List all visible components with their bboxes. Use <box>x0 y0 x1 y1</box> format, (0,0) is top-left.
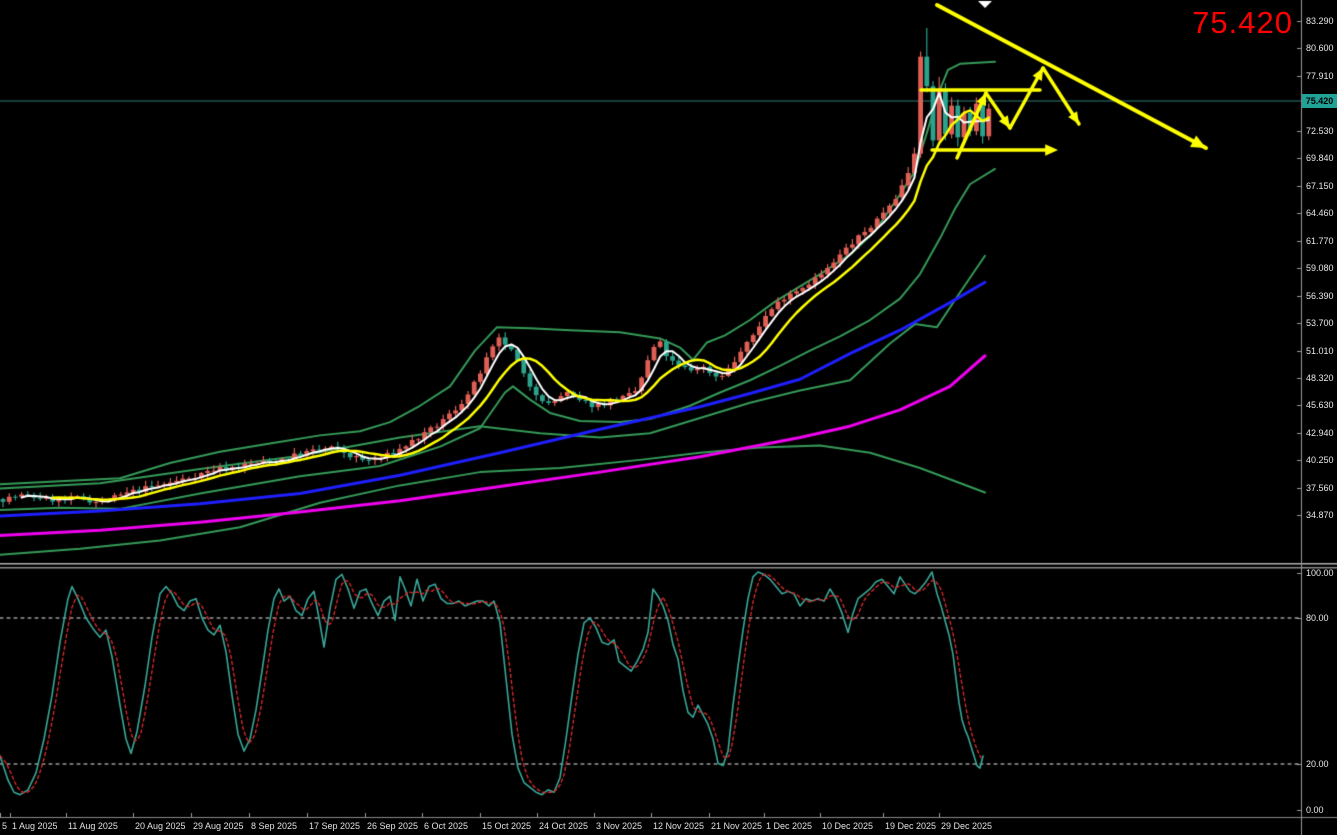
time-tick-label: 29 Dec 2025 <box>941 821 993 831</box>
time-tick-label: 17 Sep 2025 <box>309 821 361 831</box>
time-tick-label: 20 Aug 2025 <box>135 821 186 831</box>
time-tick-label: 29 Aug 2025 <box>193 821 244 831</box>
time-tick-label: 10 Dec 2025 <box>822 821 874 831</box>
price-tick-label: 77.910 <box>1306 71 1334 81</box>
time-tick-label: 6 Oct 2025 <box>424 821 469 831</box>
time-tick-label: 1 Dec 2025 <box>766 821 813 831</box>
time-tick-label: 5 <box>2 821 8 831</box>
price-tick-label: 34.870 <box>1306 510 1334 520</box>
time-tick-label: 21 Nov 2025 <box>711 821 763 831</box>
price-tick-label: 45.630 <box>1306 400 1334 410</box>
price-tick-label: 59.080 <box>1306 263 1334 273</box>
price-tick-label: 83.290 <box>1306 16 1334 26</box>
time-tick-label: 15 Oct 2025 <box>482 821 532 831</box>
price-tick-label: 40.250 <box>1306 455 1334 465</box>
price-tick-label: 67.150 <box>1306 181 1334 191</box>
time-tick-label: 12 Nov 2025 <box>653 821 705 831</box>
time-tick-label: 8 Sep 2025 <box>251 821 298 831</box>
current-price-tag: 75.420 <box>1302 94 1337 108</box>
price-tick-label: 64.460 <box>1306 208 1334 218</box>
price-readout: 75.420 <box>1192 5 1293 40</box>
price-tick-label: 72.530 <box>1306 126 1334 136</box>
price-tick-label: 48.320 <box>1306 373 1334 383</box>
price-tick-label: 51.010 <box>1306 346 1334 356</box>
price-tick-label: 80.600 <box>1306 43 1334 53</box>
price-tick-label: 69.840 <box>1306 153 1334 163</box>
price-tick-label: 56.390 <box>1306 291 1334 301</box>
indicator-tick-label: 100.00 <box>1306 568 1334 578</box>
time-tick-label: 26 Sep 2025 <box>367 821 419 831</box>
time-tick-label: 19 Dec 2025 <box>885 821 937 831</box>
indicator-tick-label: 20.00 <box>1306 759 1329 769</box>
price-tick-label: 42.940 <box>1306 428 1334 438</box>
price-tick-label: 53.700 <box>1306 318 1334 328</box>
price-tick-label: 61.770 <box>1306 236 1334 246</box>
indicator-tick-label: 0.00 <box>1306 805 1324 815</box>
time-axis[interactable]: 5 1 Aug 2025 11 Aug 2025 20 Aug 2025 29 Aug … <box>0 818 1337 835</box>
price-tick-label: 37.560 <box>1306 483 1334 493</box>
time-tick-label: 24 Oct 2025 <box>539 821 589 831</box>
time-tick-label: 3 Nov 2025 <box>596 821 643 831</box>
time-tick-label: 1 Aug 2025 <box>12 821 58 831</box>
indicator-tick-label: 80.00 <box>1306 613 1329 623</box>
time-tick-label: 11 Aug 2025 <box>68 821 118 831</box>
